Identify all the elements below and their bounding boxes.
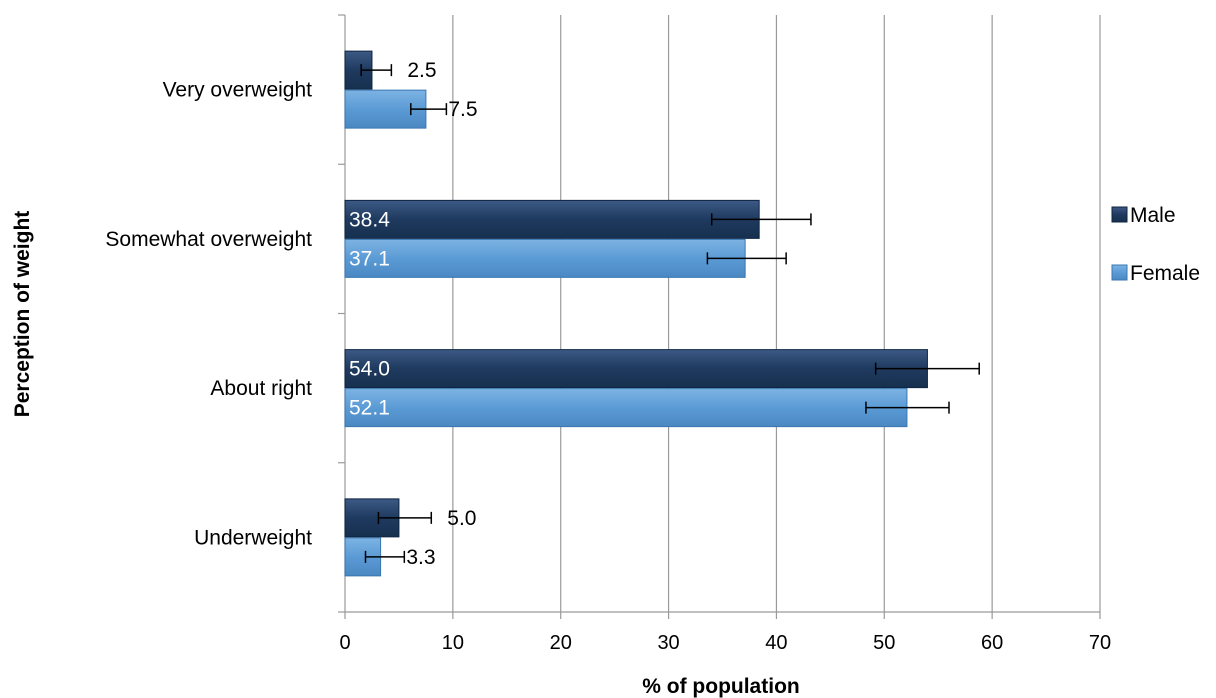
x-axis-title: % of population <box>642 675 799 698</box>
error-bars <box>360 64 980 563</box>
bar-female <box>344 238 746 278</box>
x-tick-label: 0 <box>339 632 350 654</box>
category-label: Very overweight <box>163 79 313 102</box>
data-label: 52.1 <box>349 397 390 420</box>
data-label: 2.5 <box>407 59 436 82</box>
x-tick-label: 20 <box>550 632 572 654</box>
x-tick-label: 50 <box>873 632 895 654</box>
data-label: 38.4 <box>349 208 390 231</box>
bar-male <box>344 199 760 239</box>
x-tick-label: 10 <box>442 632 464 654</box>
grid-lines <box>452 15 1101 612</box>
bar-female <box>344 388 908 428</box>
data-label: 7.5 <box>448 98 477 121</box>
bar-male <box>344 349 928 389</box>
legend-swatch-female <box>1111 264 1128 281</box>
x-tick-label: 30 <box>657 632 679 654</box>
data-label: 5.0 <box>447 507 476 530</box>
category-label: Somewhat overweight <box>105 228 312 251</box>
x-tick-label: 40 <box>765 632 787 654</box>
legend-swatch-male <box>1111 206 1128 223</box>
x-tick-label: 70 <box>1089 632 1111 654</box>
y-axis-title: Perception of weight <box>11 211 34 418</box>
legend-label-male: Male <box>1130 204 1176 227</box>
bars <box>344 50 928 577</box>
x-tick-label: 60 <box>981 632 1003 654</box>
data-label: 3.3 <box>406 546 435 569</box>
category-label: About right <box>210 377 312 400</box>
legend: Male Female <box>1111 204 1200 285</box>
data-label: 54.0 <box>349 358 390 381</box>
category-label: Underweight <box>194 526 312 549</box>
axes: 0 10 20 30 40 50 60 70 Very overweight Somewhat o… <box>105 14 1111 654</box>
legend-label-female: Female <box>1130 262 1200 285</box>
data-label: 37.1 <box>349 247 390 270</box>
data-labels: 2.5 7.5 38.4 37.1 54.0 52.1 5.0 3.3 <box>349 59 478 569</box>
